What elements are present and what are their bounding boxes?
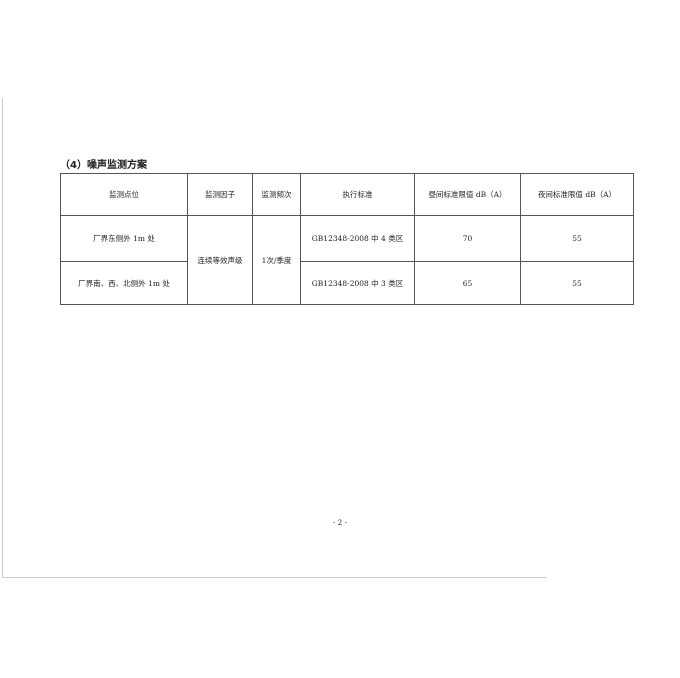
noise-monitoring-table: 监测点位 监测因子 监测频次 执行标准 昼间标准限值 dB（A） 夜间标准限值 … — [60, 173, 634, 305]
page-number: - 2 - — [333, 519, 347, 527]
header-cell: 夜间标准限值 dB（A） — [520, 173, 634, 216]
table-row: 厂界东侧外 1m 处 连续等效声级 1次/季度 GB12348-2008 中 4… — [60, 215, 634, 305]
header-cell: 执行标准 — [300, 173, 415, 216]
header-cell: 监测因子 — [187, 173, 253, 216]
standard-cell: GB12348-2008 中 4 类区 — [300, 215, 415, 262]
day-limit-cell: 70 — [414, 215, 521, 262]
location-cell: 厂界东侧外 1m 处 — [60, 215, 188, 262]
scan-edge — [2, 98, 3, 578]
location-cell: 厂界南、西、北侧外 1m 处 — [60, 261, 188, 305]
night-limit-cell: 55 — [520, 215, 634, 262]
frequency-cell: 1次/季度 — [252, 215, 301, 305]
factor-cell: 连续等效声级 — [187, 215, 253, 305]
night-limit-cell: 55 — [520, 261, 634, 305]
day-limit-cell: 65 — [414, 261, 521, 305]
scan-edge — [2, 577, 547, 578]
table-header-row: 监测点位 监测因子 监测频次 执行标准 昼间标准限值 dB（A） 夜间标准限值 … — [60, 173, 634, 216]
header-cell: 监测频次 — [252, 173, 301, 216]
standard-cell: GB12348-2008 中 3 类区 — [300, 261, 415, 305]
section-title: （4）噪声监测方案 — [60, 160, 147, 171]
header-cell: 昼间标准限值 dB（A） — [414, 173, 521, 216]
table-row: 厂界南、西、北侧外 1m 处 GB12348-2008 中 3 类区 65 55 — [60, 261, 634, 305]
header-cell: 监测点位 — [60, 173, 188, 216]
